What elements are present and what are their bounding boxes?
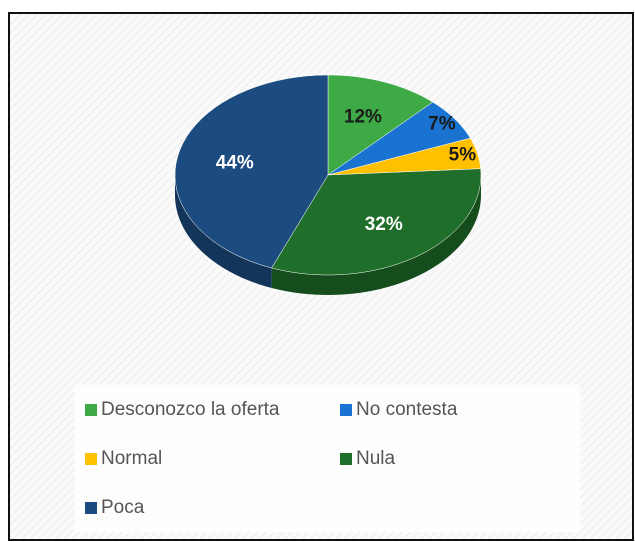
pie: 12% 7% 5% 32% 44%: [174, 74, 482, 295]
legend-box: [75, 385, 580, 532]
slice: [271, 168, 482, 276]
data-label: 7%: [428, 113, 456, 134]
legend-marker: [85, 404, 97, 416]
slice: [174, 74, 329, 269]
data-label: 5%: [449, 144, 477, 165]
slice: [327, 74, 434, 176]
legend-label: Nula: [356, 448, 396, 469]
legend-marker: [340, 404, 352, 416]
legend-marker: [85, 502, 97, 514]
legend-marker: [340, 453, 352, 465]
legend-label: Normal: [101, 448, 162, 469]
legend-marker: [85, 453, 97, 465]
data-label: 32%: [365, 214, 403, 235]
data-label: 12%: [344, 106, 382, 127]
legend-label: Poca: [101, 497, 145, 518]
slice-side: [271, 175, 481, 295]
slice: [327, 101, 471, 176]
legend-label: No contesta: [356, 399, 458, 420]
slice: [327, 137, 481, 176]
legend-label: Desconozco la oferta: [101, 399, 280, 420]
legend: Desconozco la oferta No contesta Normal Nul…: [85, 399, 458, 518]
data-label: 44%: [216, 152, 254, 173]
slice-side: [175, 175, 272, 288]
